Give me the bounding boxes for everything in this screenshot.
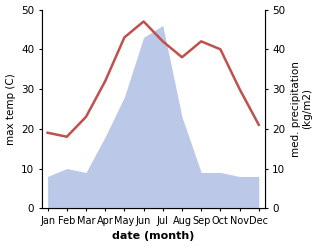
Y-axis label: max temp (C): max temp (C) — [5, 73, 16, 145]
Y-axis label: med. precipitation
(kg/m2): med. precipitation (kg/m2) — [291, 61, 313, 157]
X-axis label: date (month): date (month) — [112, 231, 194, 242]
